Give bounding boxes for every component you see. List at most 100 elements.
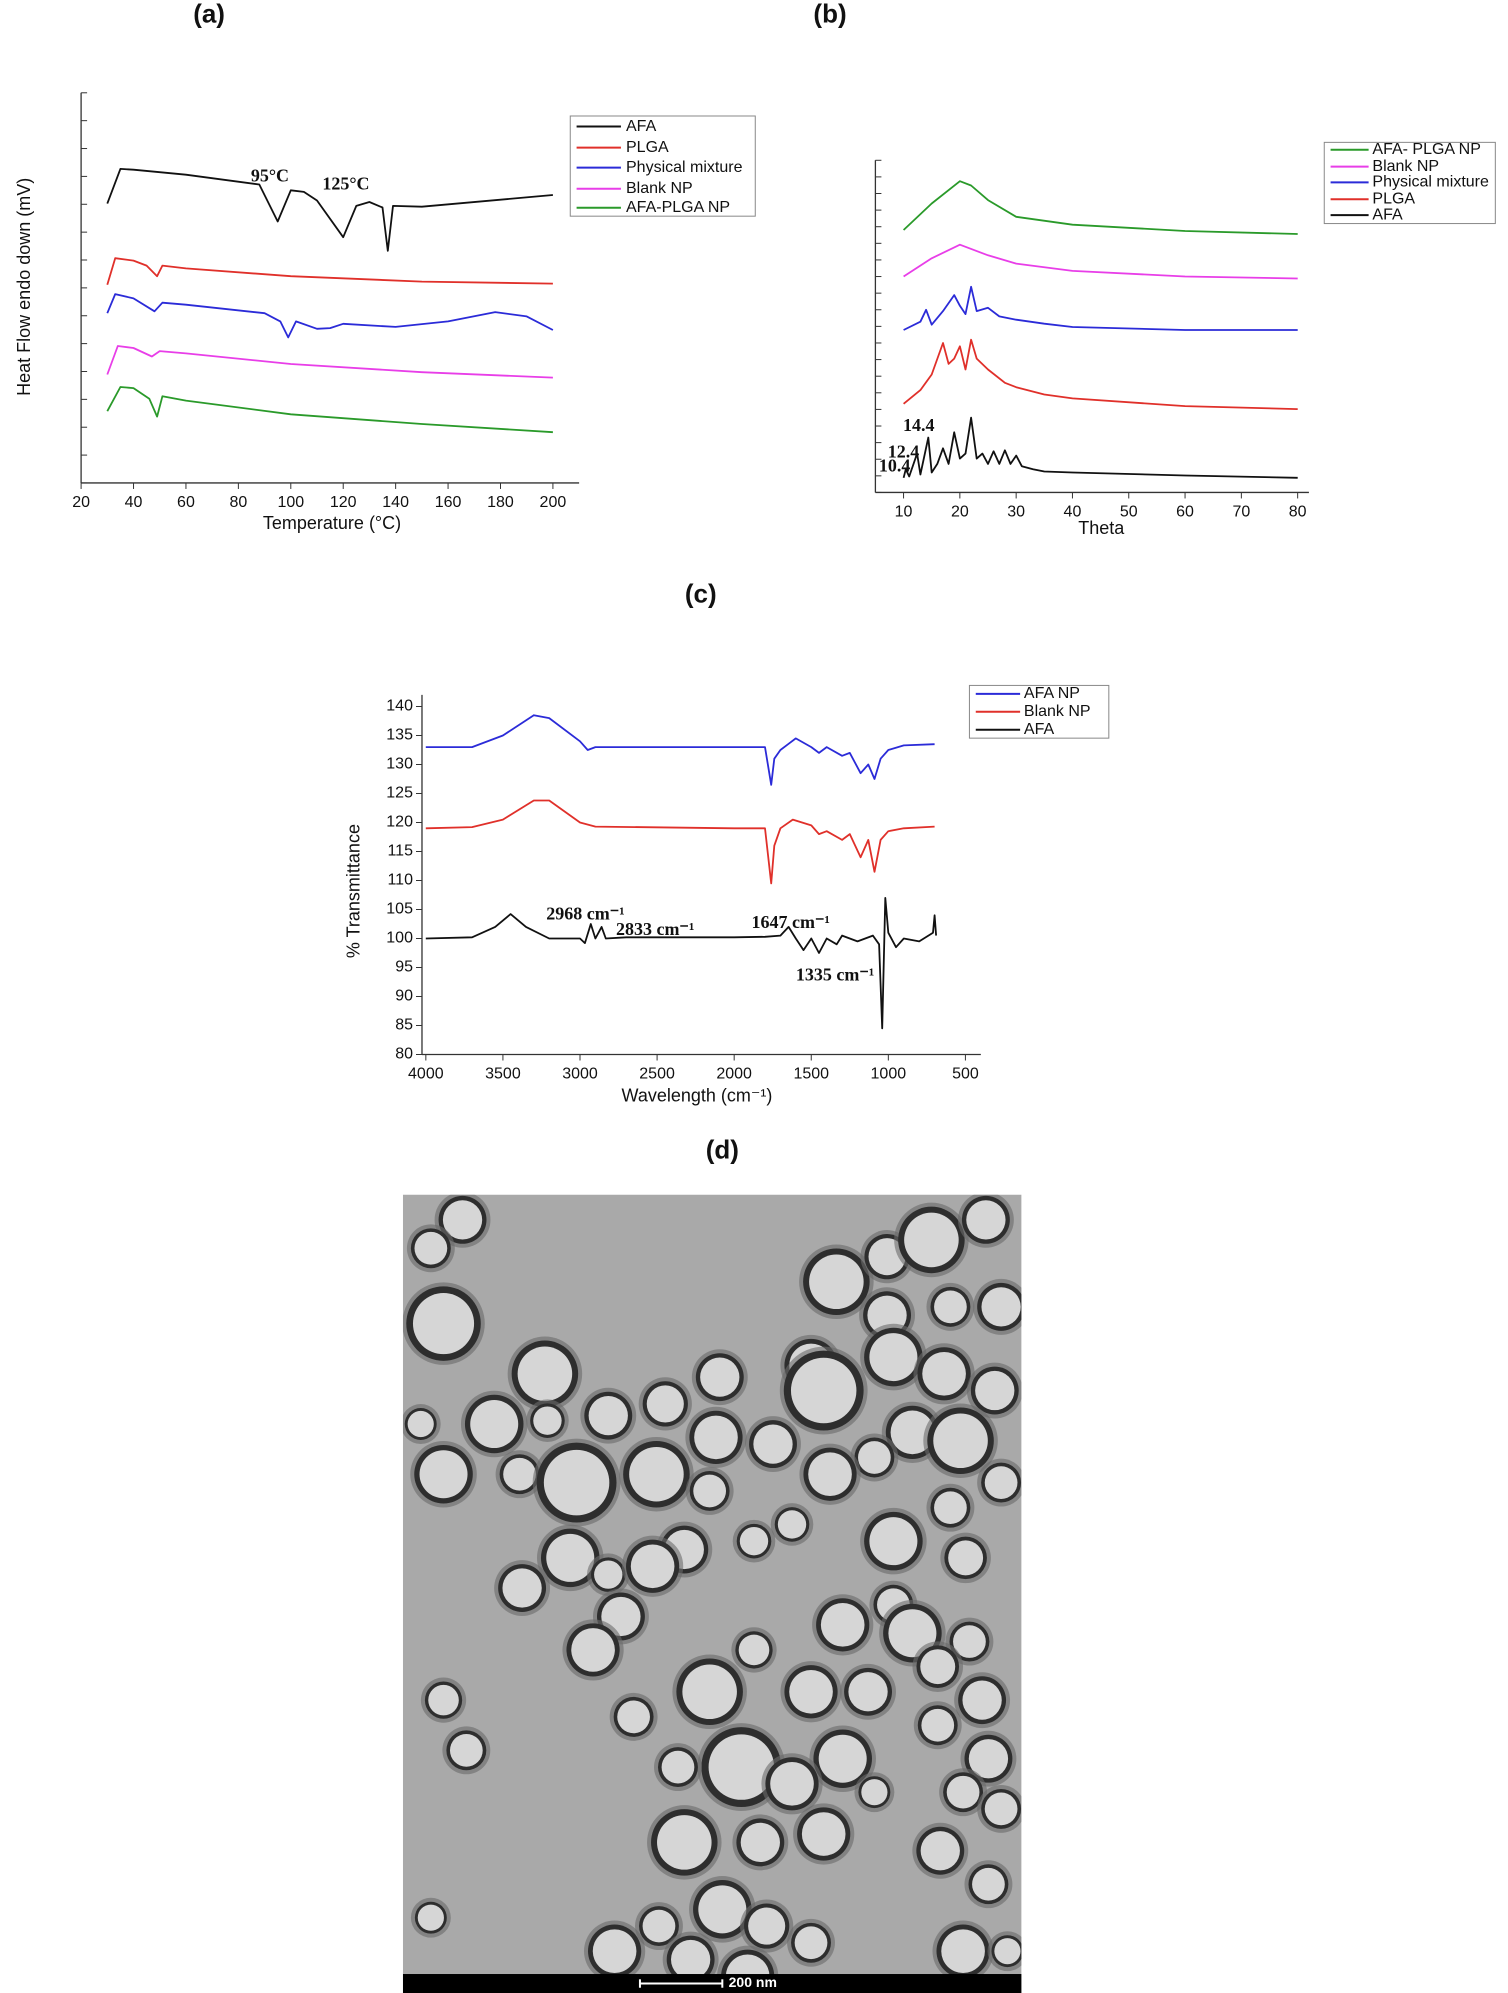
legend-label: AFA: [1372, 206, 1403, 223]
y-axis-title: Heat Flow endo down (mV): [14, 178, 34, 396]
x-tick-label: 70: [1232, 504, 1250, 521]
scale-bar-label: 200 nm: [729, 1974, 777, 1990]
particle-core: [770, 1761, 814, 1806]
particle-core: [933, 1413, 988, 1469]
particle-core: [708, 1734, 775, 1800]
particles: [402, 1194, 1022, 1993]
particle-core: [700, 1357, 740, 1397]
x-tick-label: 4000: [408, 1066, 444, 1083]
particle-core: [777, 1510, 807, 1539]
particle-core: [869, 1517, 918, 1566]
y-tick-label: 115: [387, 843, 413, 860]
particle-core: [968, 1739, 1009, 1779]
particle-core: [861, 1779, 888, 1806]
particle-core: [790, 1357, 857, 1424]
x-tick-label: 30: [1007, 504, 1025, 521]
particle-core: [417, 1904, 444, 1931]
particle-core: [588, 1396, 628, 1436]
x-tick-label: 140: [382, 494, 409, 511]
panel-label: (b): [813, 0, 846, 29]
annotation: 14.4: [903, 415, 935, 435]
particle-core: [848, 1672, 888, 1712]
particle-core: [984, 1792, 1018, 1826]
x-axis-title: Wavelength (cm⁻¹): [622, 1085, 773, 1105]
y-tick-label: 95: [395, 959, 413, 976]
particle-core: [592, 1929, 637, 1973]
x-tick-label: 200: [540, 494, 567, 511]
particle-core: [646, 1385, 684, 1423]
particle-core: [407, 1410, 434, 1438]
particle-core: [533, 1406, 562, 1435]
y-tick-label: 90: [395, 988, 413, 1005]
particle-core: [890, 1410, 935, 1455]
annotation: 12.4: [888, 442, 920, 462]
x-axis-title: Theta: [1078, 518, 1125, 538]
legend-label: PLGA: [1372, 191, 1415, 208]
x-axis-title: Temperature (°C): [263, 513, 401, 533]
particle-core: [571, 1628, 615, 1672]
annotation: 95°C: [251, 165, 289, 185]
legend-box: [569, 115, 756, 217]
x-tick-label: 2000: [716, 1066, 752, 1083]
annotation: 1647 cm⁻¹: [752, 912, 830, 932]
series-line: [425, 897, 937, 1030]
y-tick-label: 130: [386, 756, 413, 773]
chart: (b) Theta 10 20 30 40 50 60 70 80 AFA- PLGA NPBlan…: [813, 0, 1496, 538]
x-tick-label: 1500: [793, 1066, 829, 1083]
annotation: 10.4: [879, 455, 911, 475]
particle-core: [789, 1669, 833, 1714]
legend-label: AFA-PLGA NP: [626, 199, 730, 216]
chart: (c) Wavelength (cm⁻¹) % Transmittance 4000 3…: [344, 579, 1110, 1105]
particle-core: [962, 1680, 1002, 1720]
particle-core: [449, 1733, 483, 1767]
series-line: [903, 338, 1298, 410]
particle-core: [975, 1370, 1015, 1411]
particle-core: [966, 1200, 1006, 1240]
particle-core: [948, 1540, 984, 1576]
annotation: 1335 cm⁻¹: [796, 965, 874, 985]
particle-core: [594, 1560, 623, 1589]
y-tick-label: 100: [386, 930, 413, 947]
y-tick-label: 105: [386, 901, 413, 918]
particle-core: [921, 1708, 955, 1742]
panel-label: (d): [706, 1134, 739, 1164]
x-tick-label: 20: [951, 504, 969, 521]
particle-core: [981, 1287, 1021, 1327]
annotation: 2968 cm⁻¹: [546, 903, 624, 923]
annotation: 125°C: [322, 174, 369, 194]
legend-label: Blank NP: [626, 180, 693, 197]
particle-core: [419, 1450, 468, 1499]
particle-core: [670, 1939, 711, 1980]
legend-label: PLGA: [626, 139, 669, 156]
particle-core: [694, 1415, 738, 1460]
x-tick-label: 120: [330, 494, 357, 511]
x-tick-label: 60: [1176, 504, 1194, 521]
particle-core: [904, 1212, 959, 1268]
x-tick-label: 160: [435, 494, 462, 511]
particle-core: [753, 1424, 793, 1464]
particle-core: [748, 1907, 786, 1945]
particle-core: [984, 1466, 1018, 1499]
legend-label: AFA NP: [1024, 685, 1080, 702]
particle-core: [934, 1491, 967, 1525]
y-tick-label: 125: [386, 785, 413, 802]
particle-core: [470, 1400, 519, 1449]
x-tick-label: 20: [72, 494, 90, 511]
particle-core: [869, 1333, 918, 1382]
series-line: [106, 345, 553, 379]
x-tick-label: 180: [487, 494, 514, 511]
particle-core: [543, 1449, 610, 1516]
particle-core: [739, 1526, 769, 1556]
particle-core: [642, 1909, 676, 1943]
chart: (a) Temperature (°C) Heat Flow endo down (…: [14, 0, 756, 533]
series-line: [902, 180, 1298, 235]
particle-core: [698, 1885, 747, 1934]
panel-label: (c): [685, 579, 717, 609]
y-tick-label: 110: [387, 872, 413, 889]
particle-core: [617, 1700, 650, 1734]
series-line: [903, 243, 1298, 280]
particle-core: [934, 1290, 967, 1324]
